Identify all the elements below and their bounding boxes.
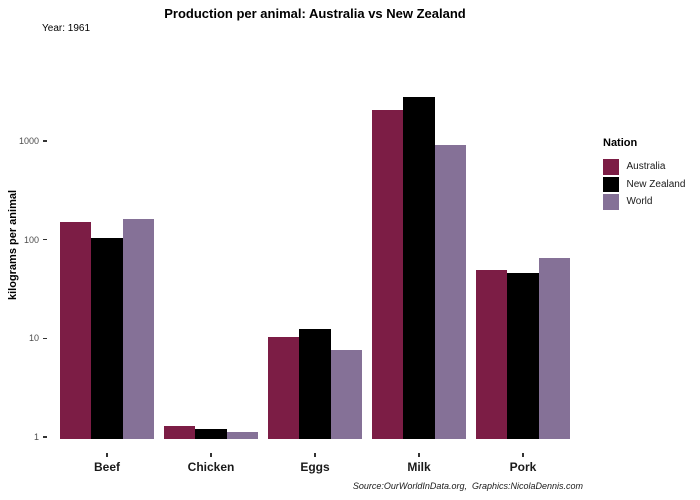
x-tick-mark [418,452,420,457]
bar-beef-world [122,219,154,439]
x-tick-mark [210,452,212,457]
x-category-label: Chicken [187,460,235,474]
x-category-label: Pork [509,460,537,474]
bar-milk-new-zealand [403,96,435,439]
bar-pork-world [538,257,570,439]
legend-item-new-zealand: New Zealand [603,176,698,194]
legend-item-label: New Zealand [626,178,686,190]
legend-item-label: Australia [626,161,666,173]
chart-title: Production per animal: Australia vs New … [164,6,466,21]
bar-eggs-new-zealand [299,329,331,439]
y-tick-mark [42,238,47,241]
bar-chicken-new-zealand [195,429,227,439]
y-tick-label: 1000 [18,136,39,146]
y-tick-mark [42,140,47,142]
y-tick-label: 100 [23,234,39,245]
y-tick-mark [42,337,47,340]
bar-beef-new-zealand [91,238,123,439]
legend-item-world: World [603,193,698,211]
x-tick-mark [106,452,108,457]
bar-milk-world [434,145,466,439]
chart-subtitle: Year: 1961 [42,23,91,34]
bar-pork-australia [476,270,508,439]
x-tick-mark [522,452,524,457]
source-caption: Source:OurWorldInData.org, Graphics:Nico… [352,481,583,491]
legend: Nation Australia New Zealand World [603,137,698,211]
bar-chicken-world [226,431,258,439]
legend-key-swatch [603,176,619,192]
y-tick-label: 10 [28,333,39,344]
x-category-label: Milk [407,460,431,474]
legend-items: Australia New Zealand World [603,158,698,211]
y-tick-mark [42,436,47,438]
bar-milk-australia [372,110,404,439]
legend-item-label: World [626,196,653,208]
legend-key-swatch [603,159,619,175]
legend-title: Nation [603,137,638,149]
legend-key-swatch [603,194,619,210]
y-tick-label: 1 [33,432,39,443]
bar-beef-australia [60,222,92,439]
bar-pork-new-zealand [507,272,539,439]
bar-eggs-australia [268,336,300,439]
x-tick-mark [314,452,316,457]
bar-eggs-world [330,350,362,439]
bar-chicken-australia [164,425,196,439]
legend-item-australia: Australia [603,158,698,176]
x-category-label: Beef [93,460,120,474]
x-category-label: Eggs [300,460,330,474]
